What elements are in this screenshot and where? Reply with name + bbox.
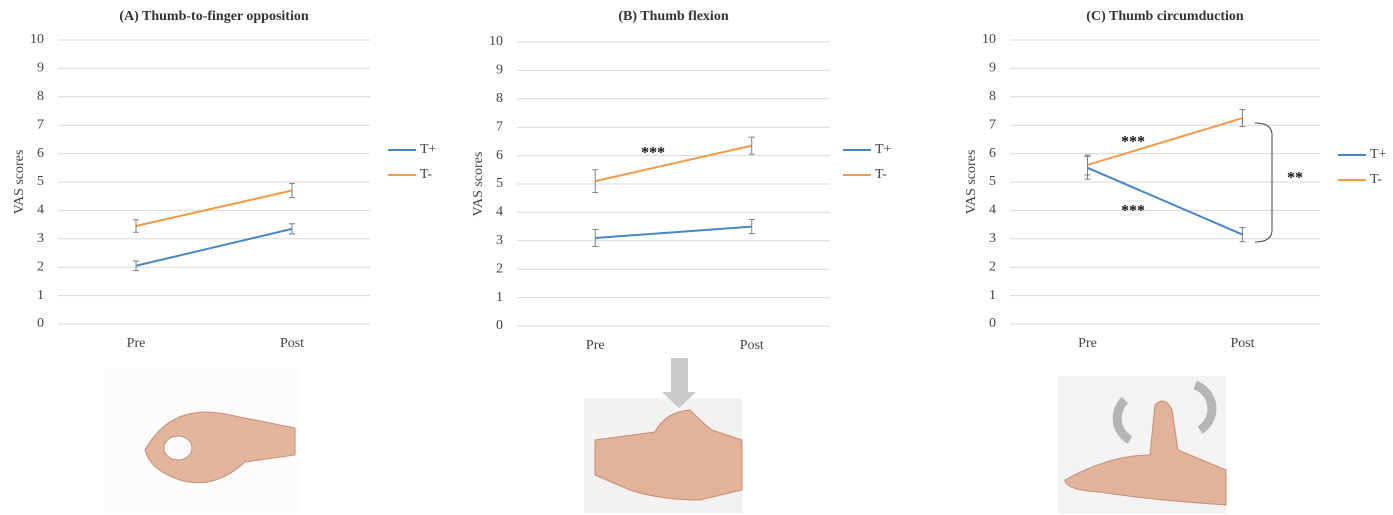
x-tick-label: Pre (127, 336, 146, 351)
series-line (1087, 166, 1243, 236)
legend-label: T+ (875, 142, 892, 157)
y-tick-label: 9 (496, 63, 503, 78)
error-bar (133, 260, 139, 272)
error-bar (748, 219, 755, 235)
x-tick-label: Pre (1078, 336, 1097, 351)
hand-illustration-a (105, 368, 300, 513)
legend-label: T+ (1370, 147, 1387, 162)
annotation: *** (1121, 203, 1145, 220)
hand-illustration-b (584, 358, 743, 513)
error-bar (289, 223, 295, 235)
y-tick-label: 10 (489, 34, 503, 49)
significance-bracket (1254, 122, 1273, 243)
y-tick-label: 8 (37, 89, 44, 104)
y-tick-label: 6 (37, 146, 44, 161)
error-bar (289, 182, 295, 199)
y-tick-label: 7 (989, 117, 996, 132)
annotation: *** (1121, 134, 1145, 151)
y-tick-label: 5 (496, 176, 503, 191)
y-tick-label: 2 (37, 259, 44, 274)
x-tick-label: Post (1230, 336, 1254, 351)
y-tick-label: 5 (989, 174, 996, 189)
y-tick-label: 9 (37, 61, 44, 76)
y-tick-label: 8 (496, 91, 503, 106)
y-tick-label: 3 (989, 231, 996, 246)
series-line (135, 189, 293, 227)
y-tick-label: 6 (989, 146, 996, 161)
y-tick-label: 6 (496, 148, 503, 163)
legend-label: T- (420, 167, 432, 182)
error-bar (1084, 154, 1091, 176)
x-tick-label: Pre (586, 338, 605, 353)
y-tick-label: 5 (37, 174, 44, 189)
y-tick-label: 0 (496, 318, 503, 333)
error-bar (592, 228, 599, 247)
annotation: *** (641, 145, 665, 162)
y-tick-label: 1 (989, 288, 996, 303)
y-tick-label: 7 (496, 119, 503, 134)
y-tick-label: 10 (30, 32, 44, 47)
y-tick-label: 3 (37, 231, 44, 246)
error-bar (592, 169, 599, 194)
error-bar (748, 136, 755, 155)
legend-label: T- (1370, 172, 1382, 187)
legend-label: T- (875, 167, 887, 182)
y-axis-label: VAS scores (964, 150, 979, 215)
series-line (595, 144, 752, 183)
legend-label: T+ (420, 142, 437, 157)
y-axis-label: VAS scores (12, 150, 27, 215)
chart-title: (B) Thumb flexion (618, 9, 728, 24)
hand-illustration-c (1058, 376, 1227, 514)
chart-title: (C) Thumb circumduction (1086, 9, 1244, 24)
y-tick-label: 4 (989, 203, 996, 218)
y-tick-label: 3 (496, 233, 503, 248)
y-tick-label: 4 (496, 205, 503, 220)
error-bar (133, 219, 139, 233)
y-tick-label: 1 (496, 290, 503, 305)
series-line (135, 227, 293, 267)
y-tick-label: 8 (989, 89, 996, 104)
y-tick-label: 1 (37, 288, 44, 303)
y-tick-label: 7 (37, 117, 44, 132)
series-line (595, 225, 752, 239)
x-tick-label: Post (280, 336, 304, 351)
y-tick-label: 0 (37, 316, 44, 331)
annotation: ** (1287, 170, 1303, 187)
y-tick-label: 2 (989, 259, 996, 274)
chart-title: (A) Thumb-to-finger opposition (119, 9, 309, 24)
y-tick-label: 9 (989, 61, 996, 76)
y-tick-label: 2 (496, 261, 503, 276)
y-tick-label: 0 (989, 316, 996, 331)
error-bar (1239, 226, 1246, 243)
x-tick-label: Post (740, 338, 764, 353)
y-axis-label: VAS scores (471, 152, 486, 217)
y-tick-label: 10 (982, 32, 996, 47)
error-bar (1239, 109, 1246, 128)
series-line (1087, 117, 1243, 166)
y-tick-label: 4 (37, 203, 44, 218)
